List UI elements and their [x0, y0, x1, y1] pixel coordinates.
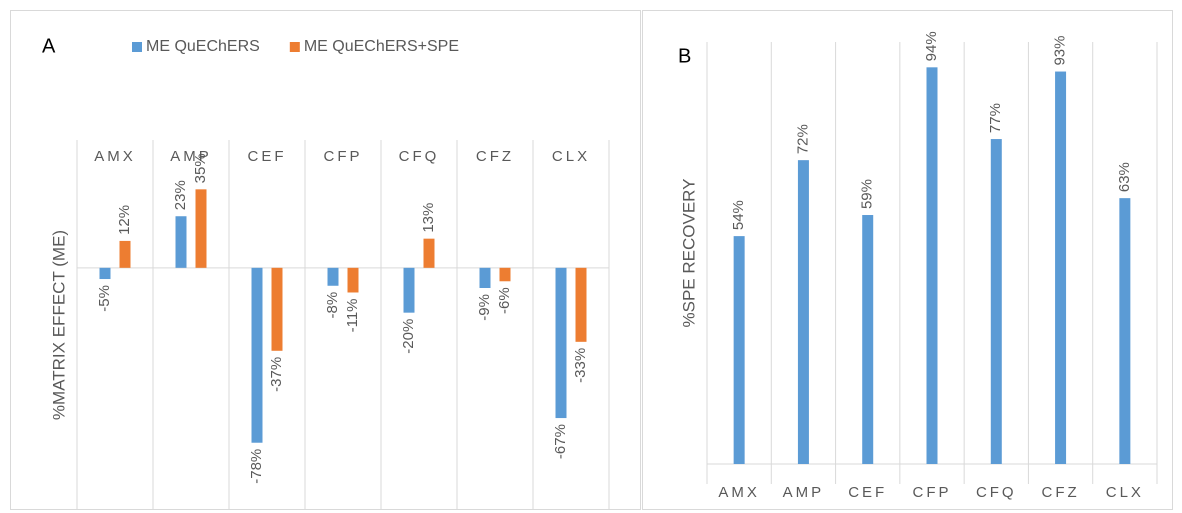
bar [195, 189, 207, 268]
x-tick-label: AMP [170, 148, 212, 165]
data-label: -78% [248, 449, 265, 484]
legend-label: ME QuEChERS+SPE [304, 38, 459, 55]
data-label: 59% [859, 179, 876, 209]
data-label: 13% [420, 203, 437, 233]
bar [575, 267, 587, 342]
bar [175, 216, 187, 268]
x-tick-label: AMX [718, 484, 760, 501]
x-tick-label: CFZ [1041, 484, 1079, 501]
x-tick-label: CFP [324, 148, 363, 165]
y-axis-title: %SPE RECOVERY [679, 179, 698, 328]
data-label: 93% [1052, 36, 1069, 66]
data-label: 94% [923, 31, 940, 61]
panel-label: A [42, 35, 56, 57]
legend-swatch [132, 42, 142, 52]
data-label: -8% [324, 292, 341, 319]
data-label: -6% [496, 287, 513, 314]
data-label: 77% [987, 103, 1004, 133]
bar [862, 215, 874, 464]
x-tick-label: CFZ [476, 148, 514, 165]
data-label: -5% [96, 285, 113, 312]
bar [479, 267, 491, 288]
bar [347, 267, 359, 293]
x-tick-label: AMX [94, 148, 136, 165]
y-axis-title: %MATRIX EFFECT (ME) [49, 230, 68, 420]
data-label: 35% [192, 153, 209, 183]
data-label: -9% [476, 294, 493, 321]
x-tick-label: CFQ [976, 484, 1017, 501]
bar [1055, 71, 1067, 464]
bar [403, 267, 415, 313]
bar [499, 267, 511, 282]
bar [733, 236, 745, 464]
x-tick-label: CEF [248, 148, 287, 165]
bar [327, 267, 339, 286]
legend-label: ME QuEChERS [146, 38, 260, 55]
data-label: -20% [400, 319, 417, 354]
bar [423, 238, 435, 268]
x-tick-label: CLX [1106, 484, 1144, 501]
x-tick-label: CLX [552, 148, 590, 165]
bar [99, 267, 111, 280]
panel-frame [10, 10, 641, 510]
bar [555, 267, 567, 419]
bar [797, 160, 809, 464]
x-tick-label: CFP [913, 484, 952, 501]
data-label: 63% [1116, 162, 1133, 192]
data-label: 54% [730, 200, 747, 230]
bar [271, 267, 283, 351]
data-label: -67% [552, 424, 569, 459]
data-label: -33% [572, 348, 589, 383]
data-label: 12% [116, 205, 133, 235]
panel-frame [642, 10, 1173, 510]
x-tick-label: CEF [848, 484, 887, 501]
legend-swatch [289, 42, 300, 52]
bar [251, 267, 263, 443]
bar [119, 240, 131, 268]
data-label: 23% [172, 180, 189, 210]
bar [1119, 198, 1131, 464]
x-tick-label: CFQ [399, 148, 440, 165]
data-label: -37% [268, 357, 285, 392]
data-label: 72% [794, 124, 811, 154]
data-label: -11% [344, 298, 361, 332]
panel-label: B [678, 45, 691, 67]
x-tick-label: AMP [783, 484, 825, 501]
bar [926, 67, 938, 464]
bar [990, 139, 1002, 464]
